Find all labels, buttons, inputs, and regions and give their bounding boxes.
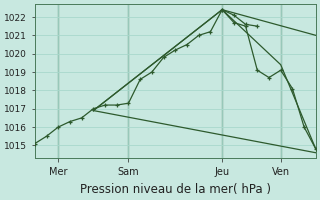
- X-axis label: Pression niveau de la mer( hPa ): Pression niveau de la mer( hPa ): [80, 183, 271, 196]
